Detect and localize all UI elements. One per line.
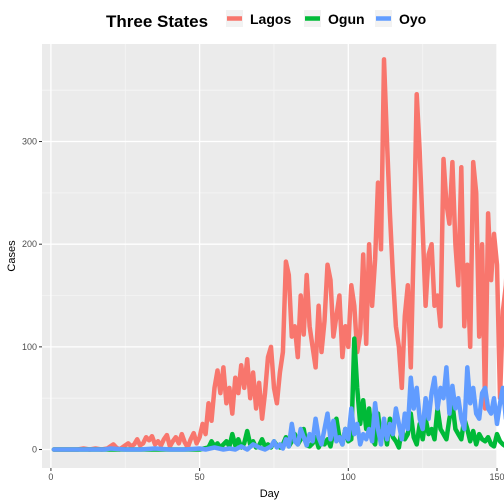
series-line-lagos (51, 57, 504, 452)
series-layer (51, 57, 504, 452)
legend-title: Three States (106, 12, 208, 31)
y-tick-label: 300 (22, 137, 37, 147)
x-tick-label: 50 (195, 472, 205, 482)
x-tick-label: 0 (48, 472, 53, 482)
y-tick-label: 100 (22, 342, 37, 352)
x-axis-title: Day (260, 488, 280, 500)
series-line-oyo (51, 365, 504, 452)
y-axis-ticks: 0 100 200 300 (22, 137, 42, 455)
legend-label-ogun: Ogun (328, 11, 365, 27)
x-tick-label: 100 (341, 472, 356, 482)
legend-label-oyo: Oyo (399, 11, 426, 27)
x-axis-ticks: 0 50 100 150 (48, 468, 504, 482)
y-axis-title: Cases (6, 240, 18, 272)
legend: Three States Lagos Ogun Oyo (106, 10, 426, 31)
y-tick-label: 200 (22, 239, 37, 249)
x-tick-label: 150 (489, 472, 504, 482)
y-tick-label: 0 (32, 445, 37, 455)
series-line-ogun (51, 336, 504, 452)
legend-label-lagos: Lagos (250, 11, 291, 27)
legend-items: Lagos Ogun Oyo (226, 10, 426, 27)
plot-panel (42, 44, 497, 468)
